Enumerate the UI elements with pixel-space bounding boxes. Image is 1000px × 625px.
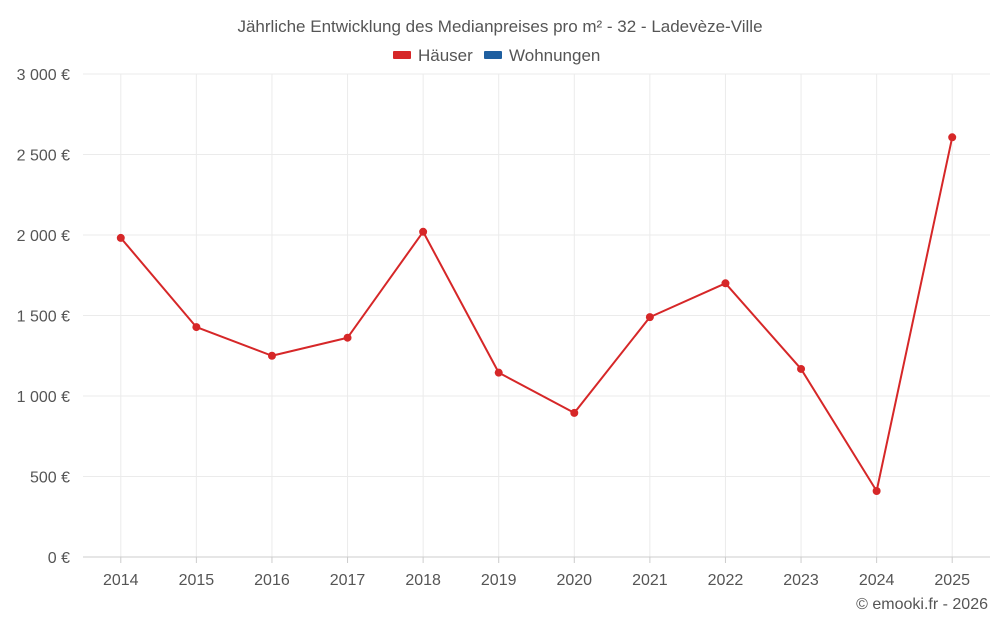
- x-tick-label: 2016: [254, 572, 290, 589]
- y-tick-label: 3 000 €: [17, 67, 70, 84]
- axes: [83, 556, 990, 563]
- legend-item-wohnungen[interactable]: Wohnungen: [484, 46, 600, 65]
- series-line: [120, 137, 954, 492]
- data-point[interactable]: [116, 233, 125, 242]
- legend-label-haeuser: Häuser: [418, 46, 473, 65]
- data-point[interactable]: [419, 227, 428, 236]
- y-tick-label: 0 €: [48, 550, 70, 567]
- legend-swatch-haeuser: [393, 51, 411, 59]
- y-axis-labels: 0 € 500 € 1 000 € 1 500 € 2 000 € 2 500 € 3 00…: [17, 67, 70, 567]
- x-tick-label: 2024: [859, 572, 895, 589]
- y-tick-label: 1 500 €: [17, 309, 70, 326]
- chart-title: Jährliche Entwicklung des Medianpreises …: [237, 17, 762, 36]
- x-tick-label: 2019: [481, 572, 517, 589]
- data-point[interactable]: [721, 279, 730, 288]
- data-point[interactable]: [192, 323, 201, 332]
- x-axis-labels: 2014 2015 2016 2017 2018 2019 2020 2021 2022 2023…: [103, 572, 970, 589]
- x-tick-label: 2017: [330, 572, 366, 589]
- x-tick-label: 2021: [632, 572, 668, 589]
- x-tick-label: 2022: [708, 572, 744, 589]
- credit-text: © emooki.fr - 2026: [856, 596, 988, 613]
- x-tick-label: 2023: [783, 572, 819, 589]
- legend: Häuser Wohnungen: [393, 46, 600, 65]
- x-tick-label: 2020: [556, 572, 592, 589]
- y-tick-label: 500 €: [30, 470, 70, 487]
- x-tick-label: 2014: [103, 572, 139, 589]
- data-point[interactable]: [948, 133, 957, 142]
- data-point[interactable]: [267, 351, 276, 360]
- data-point[interactable]: [797, 364, 806, 373]
- legend-swatch-wohnungen: [484, 51, 502, 59]
- data-point[interactable]: [570, 408, 579, 417]
- data-point[interactable]: [494, 368, 503, 377]
- grid-lines: [83, 73, 990, 557]
- x-tick-label: 2018: [405, 572, 441, 589]
- y-tick-label: 2 500 €: [17, 148, 70, 165]
- data-point[interactable]: [872, 486, 881, 495]
- data-point[interactable]: [645, 313, 654, 322]
- legend-item-haeuser[interactable]: Häuser: [393, 46, 473, 65]
- x-tick-label: 2015: [179, 572, 215, 589]
- legend-label-wohnungen: Wohnungen: [509, 46, 600, 65]
- series-haeuser: [116, 133, 957, 495]
- y-tick-label: 1 000 €: [17, 389, 70, 406]
- data-point[interactable]: [343, 333, 352, 342]
- x-tick-label: 2025: [934, 572, 970, 589]
- y-tick-label: 2 000 €: [17, 228, 70, 245]
